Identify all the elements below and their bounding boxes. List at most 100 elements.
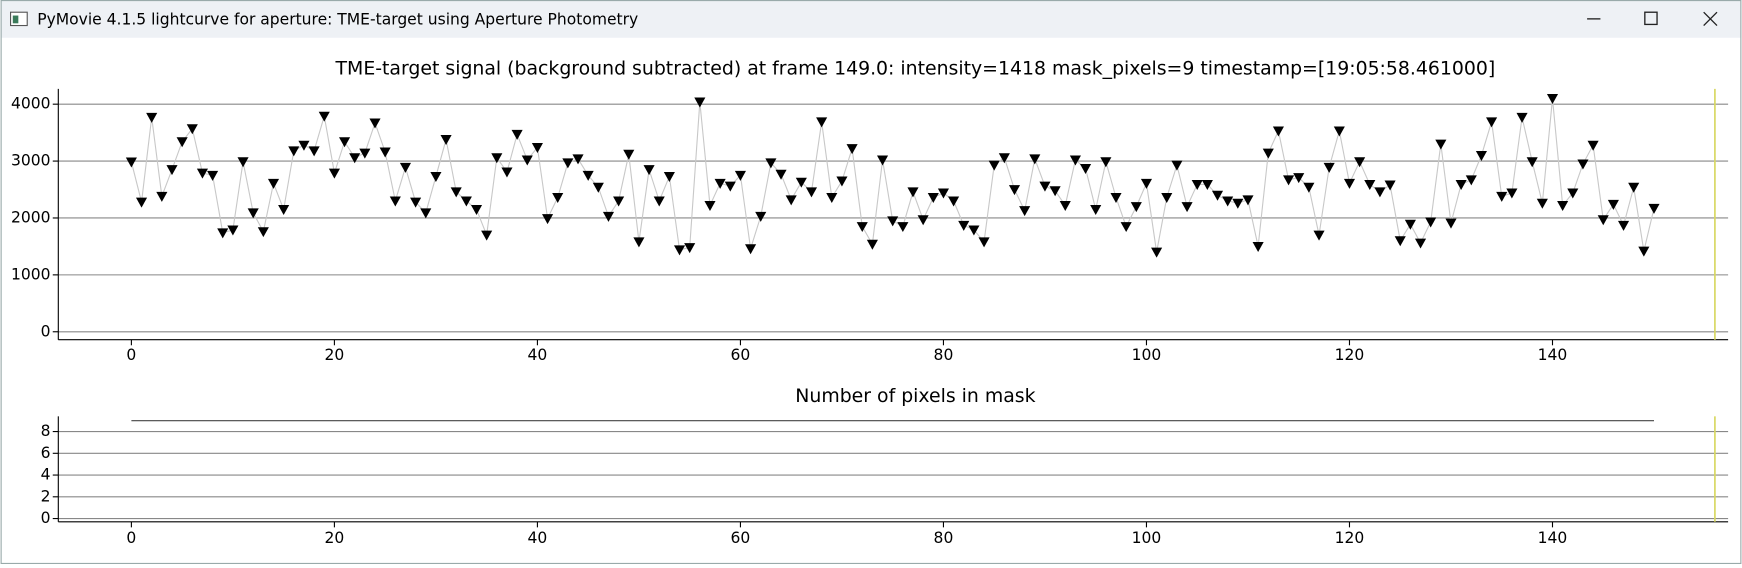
data-marker: [643, 165, 655, 176]
maximize-button[interactable]: [1644, 11, 1658, 26]
data-marker: [1536, 198, 1548, 209]
data-marker: [1516, 112, 1528, 123]
data-marker: [623, 149, 635, 160]
data-marker: [592, 182, 604, 193]
x-tick-label: 100: [1132, 346, 1162, 364]
y-tick-label: 4000: [11, 95, 51, 113]
data-marker: [552, 193, 564, 204]
data-marker: [146, 112, 158, 123]
data-marker: [440, 135, 452, 146]
data-marker: [379, 147, 391, 158]
data-marker: [1506, 188, 1518, 199]
close-button[interactable]: [1703, 11, 1718, 27]
data-marker: [968, 225, 980, 236]
data-marker: [1546, 94, 1559, 105]
data-marker: [602, 211, 615, 222]
data-marker: [217, 228, 229, 239]
data-marker: [1029, 154, 1041, 165]
data-marker: [156, 191, 168, 202]
data-marker: [1577, 159, 1589, 170]
data-marker: [887, 216, 899, 227]
data-marker: [978, 237, 990, 248]
data-marker: [765, 158, 777, 169]
data-marker: [1496, 191, 1508, 202]
x-tick-label: 80: [934, 346, 954, 364]
data-marker: [785, 195, 797, 206]
data-marker: [1283, 175, 1295, 186]
data-marker: [1404, 219, 1416, 230]
data-marker: [1242, 195, 1254, 206]
data-marker: [399, 162, 412, 173]
x-tick-label: 140: [1538, 529, 1568, 547]
data-marker: [1120, 222, 1132, 233]
data-marker: [1597, 215, 1609, 226]
x-tick-label: 140: [1538, 346, 1568, 364]
data-marker: [1232, 198, 1244, 209]
data-marker: [288, 146, 300, 157]
data-marker: [897, 222, 909, 233]
data-marker: [775, 169, 787, 180]
data-marker: [420, 208, 432, 219]
data-marker: [1049, 186, 1061, 197]
chart-title: Number of pixels in mask: [795, 385, 1035, 407]
y-tick-label: 1000: [11, 265, 51, 283]
data-marker: [186, 124, 198, 135]
data-marker: [745, 244, 757, 255]
data-marker: [1486, 117, 1498, 128]
data-marker: [958, 220, 970, 231]
data-marker: [1222, 196, 1234, 207]
data-marker: [267, 178, 280, 189]
y-tick-label: 0: [41, 322, 51, 340]
data-marker: [207, 170, 219, 181]
data-marker: [257, 227, 269, 238]
data-marker: [1019, 206, 1031, 217]
data-marker: [1526, 157, 1538, 168]
data-marker: [176, 137, 188, 148]
data-marker: [328, 168, 340, 179]
data-marker: [613, 196, 625, 207]
data-marker: [1617, 220, 1630, 231]
data-marker: [349, 153, 361, 164]
y-tick-label: 3000: [11, 152, 51, 170]
data-marker: [1090, 204, 1102, 215]
data-marker: [1425, 217, 1437, 228]
data-marker: [1445, 218, 1457, 229]
data-marker: [1323, 162, 1335, 173]
data-marker: [227, 225, 239, 236]
data-marker: [308, 146, 320, 157]
app-icon: [10, 11, 28, 27]
data-marker: [1080, 164, 1092, 175]
data-marker: [1069, 155, 1081, 166]
data-marker: [1364, 179, 1376, 190]
y-tick-label: 2000: [11, 208, 51, 226]
data-marker: [572, 154, 584, 165]
data-marker: [542, 214, 554, 225]
data-marker: [998, 153, 1010, 164]
data-marker: [389, 196, 401, 207]
data-marker: [846, 144, 858, 155]
data-marker: [430, 171, 442, 182]
data-marker: [1628, 182, 1640, 193]
data-marker: [1191, 179, 1203, 190]
data-marker: [278, 204, 290, 215]
data-marker: [511, 129, 523, 140]
data-marker: [1303, 182, 1315, 193]
data-marker: [856, 222, 868, 233]
data-marker: [1567, 188, 1579, 199]
data-marker: [1211, 190, 1224, 201]
data-marker: [1587, 140, 1599, 151]
data-marker: [1059, 201, 1071, 212]
data-marker: [1354, 157, 1366, 168]
x-tick-label: 100: [1132, 529, 1162, 547]
x-tick-label: 120: [1335, 346, 1365, 364]
data-marker: [1455, 179, 1467, 190]
data-marker: [318, 111, 330, 122]
data-marker: [582, 170, 594, 181]
data-marker: [450, 187, 462, 198]
data-marker: [866, 239, 878, 250]
data-marker: [1181, 202, 1193, 213]
